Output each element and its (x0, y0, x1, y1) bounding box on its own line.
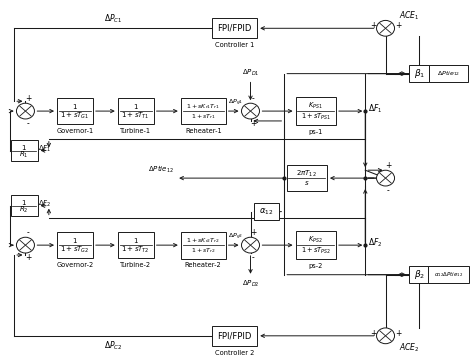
Text: $ACE_2$: $ACE_2$ (399, 342, 419, 354)
Text: Reheater-1: Reheater-1 (185, 129, 221, 135)
FancyBboxPatch shape (286, 165, 327, 191)
Text: $1+sT_{G1}$: $1+sT_{G1}$ (60, 111, 90, 121)
Text: $1$: $1$ (72, 102, 78, 111)
Text: $K_{PS2}$: $K_{PS2}$ (309, 235, 323, 245)
Text: -: - (27, 119, 29, 129)
Circle shape (241, 103, 259, 119)
Text: $1+sT_{T2}$: $1+sT_{T2}$ (121, 245, 150, 255)
Text: $1$: $1$ (21, 142, 27, 151)
Text: +: + (370, 329, 376, 338)
Text: $\Delta P_{C2}$: $\Delta P_{C2}$ (104, 340, 122, 352)
Text: $1+sT_{G2}$: $1+sT_{G2}$ (60, 245, 90, 255)
Text: $s$: $s$ (304, 179, 310, 187)
FancyBboxPatch shape (57, 232, 93, 258)
Text: +: + (250, 228, 256, 237)
Text: +: + (370, 21, 376, 30)
Text: $1+sT_{r1}$: $1+sT_{r1}$ (191, 112, 216, 121)
FancyBboxPatch shape (429, 66, 468, 82)
Text: $\Delta P_{C1}$: $\Delta P_{C1}$ (104, 13, 122, 25)
FancyBboxPatch shape (212, 18, 257, 38)
Text: $1+sT_{r2}$: $1+sT_{r2}$ (191, 246, 216, 255)
Text: Reheater-2: Reheater-2 (185, 262, 222, 268)
Text: +: + (25, 94, 31, 103)
Text: $\Delta F_2$: $\Delta F_2$ (37, 199, 51, 209)
Text: $\Delta Ptie_{12}$: $\Delta Ptie_{12}$ (148, 164, 174, 175)
Text: $\alpha_{12}$: $\alpha_{12}$ (259, 206, 273, 217)
Text: $\Delta F_1$: $\Delta F_1$ (37, 144, 51, 154)
FancyBboxPatch shape (57, 98, 93, 124)
Circle shape (241, 237, 259, 253)
FancyBboxPatch shape (181, 98, 226, 125)
FancyBboxPatch shape (428, 266, 469, 283)
Circle shape (17, 237, 35, 253)
Text: $R_2$: $R_2$ (19, 205, 29, 215)
Text: -: - (252, 94, 255, 103)
Text: $R_1$: $R_1$ (19, 150, 29, 160)
Text: $\beta_1$: $\beta_1$ (414, 67, 425, 80)
Circle shape (376, 20, 394, 36)
Text: $1+sK_{r1}T_{r1}$: $1+sK_{r1}T_{r1}$ (186, 102, 220, 111)
Text: +: + (25, 253, 31, 262)
Text: FPI/FPID: FPI/FPID (218, 24, 252, 33)
Text: ps-1: ps-1 (309, 129, 323, 135)
Text: Turbine-2: Turbine-2 (120, 262, 151, 268)
Text: -: - (252, 253, 255, 262)
Text: $\alpha_{12}\Delta Ptie_{12}$: $\alpha_{12}\Delta Ptie_{12}$ (434, 270, 463, 279)
Text: $1+sK_{r2}T_{r2}$: $1+sK_{r2}T_{r2}$ (186, 236, 220, 245)
Text: ps-2: ps-2 (309, 263, 323, 269)
Text: $\Delta P_{D2}$: $\Delta P_{D2}$ (242, 279, 259, 289)
Text: $\Delta P_{D1}$: $\Delta P_{D1}$ (242, 67, 259, 78)
Text: $\beta_2$: $\beta_2$ (414, 268, 425, 281)
Text: $\Delta P_{g1}$: $\Delta P_{g1}$ (228, 98, 243, 108)
FancyBboxPatch shape (10, 195, 37, 216)
Text: $1+sT_{PS1}$: $1+sT_{PS1}$ (301, 112, 331, 122)
Text: +: + (395, 329, 401, 338)
Text: $1$: $1$ (133, 236, 138, 245)
Text: Governor-2: Governor-2 (56, 262, 93, 268)
Text: FPI/FPID: FPI/FPID (218, 331, 252, 340)
Text: Controller 1: Controller 1 (215, 42, 255, 48)
FancyBboxPatch shape (409, 66, 429, 82)
FancyBboxPatch shape (409, 266, 429, 283)
Text: $K_{PS1}$: $K_{PS1}$ (309, 101, 323, 111)
Text: $1$: $1$ (21, 198, 27, 207)
FancyBboxPatch shape (212, 326, 257, 346)
Text: $1$: $1$ (133, 102, 138, 111)
Text: +: + (395, 21, 401, 30)
Text: Governor-1: Governor-1 (56, 128, 93, 134)
Text: $1$: $1$ (72, 236, 78, 245)
Text: +: + (385, 161, 392, 170)
FancyBboxPatch shape (295, 231, 336, 259)
Text: $\Delta F_2$: $\Delta F_2$ (367, 237, 382, 250)
Text: $1+sT_{T1}$: $1+sT_{T1}$ (121, 111, 150, 121)
Text: $\Delta F_1$: $\Delta F_1$ (367, 103, 382, 115)
FancyBboxPatch shape (295, 97, 336, 125)
FancyBboxPatch shape (118, 232, 154, 258)
Text: -: - (27, 228, 29, 237)
Text: $1+sT_{PS2}$: $1+sT_{PS2}$ (301, 246, 331, 256)
Text: $\Delta Ptie_{12}$: $\Delta Ptie_{12}$ (437, 69, 460, 78)
Text: -: - (387, 187, 390, 195)
Text: $2\pi T_{12}$: $2\pi T_{12}$ (296, 169, 317, 179)
Text: Controller 2: Controller 2 (215, 350, 255, 355)
Text: +: + (250, 119, 256, 129)
Text: Turbine-1: Turbine-1 (120, 128, 151, 134)
Circle shape (17, 103, 35, 119)
FancyBboxPatch shape (10, 140, 37, 161)
FancyBboxPatch shape (181, 232, 226, 258)
Text: $\Delta P_{g2}$: $\Delta P_{g2}$ (228, 232, 243, 242)
FancyBboxPatch shape (254, 203, 279, 221)
FancyBboxPatch shape (118, 98, 154, 124)
Circle shape (376, 170, 394, 186)
Circle shape (376, 328, 394, 344)
Text: $ACE_1$: $ACE_1$ (399, 10, 419, 23)
